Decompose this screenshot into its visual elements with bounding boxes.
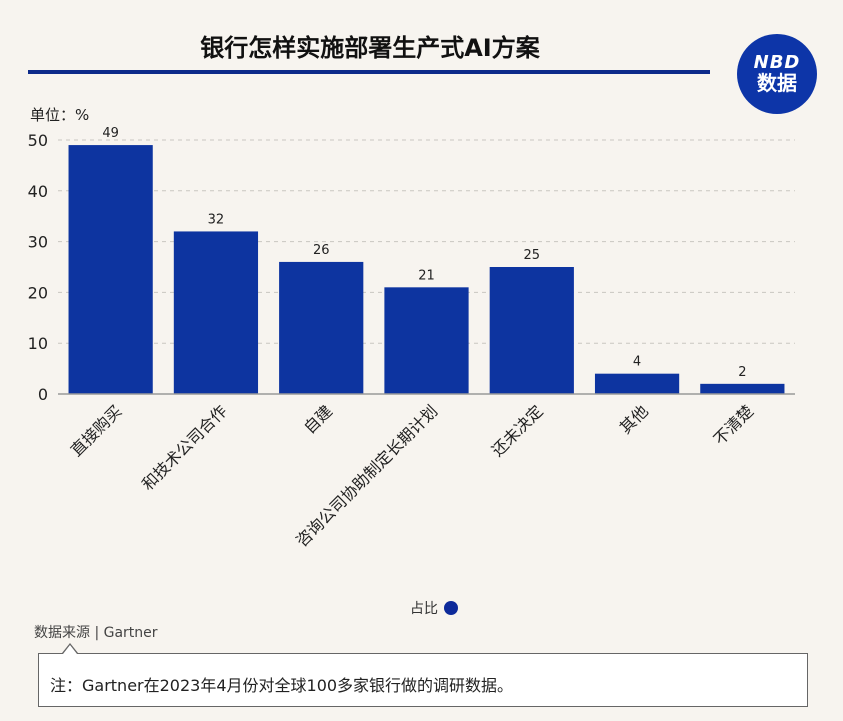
bar	[384, 287, 469, 394]
x-tick-label: 不清楚	[710, 401, 757, 448]
x-tick-label: 还未决定	[488, 401, 547, 460]
source-text: 数据来源 | Gartner	[34, 625, 158, 641]
bar	[700, 383, 785, 394]
data-label: 2	[738, 365, 746, 380]
bar	[489, 267, 574, 394]
data-label: 25	[524, 248, 541, 263]
logo-text-nbd: NBD	[753, 52, 801, 74]
chart-title: 银行怎样实施部署生产式AI方案	[200, 34, 540, 62]
data-label: 49	[102, 126, 119, 141]
legend-marker	[444, 601, 458, 615]
data-label: 32	[208, 212, 225, 227]
y-tick-label: 40	[28, 182, 48, 201]
y-tick-label: 50	[28, 131, 48, 150]
x-tick-label: 和技术公司合作	[138, 401, 231, 494]
legend-label: 占比	[410, 601, 438, 617]
y-tick-label: 10	[28, 334, 48, 353]
legend: 占比	[410, 598, 458, 618]
data-label: 21	[418, 268, 435, 283]
logo-text-data: 数据	[757, 70, 797, 95]
data-label: 26	[313, 243, 330, 258]
bar	[173, 231, 259, 394]
bar	[68, 145, 153, 394]
x-tick-label: 自建	[300, 401, 336, 437]
bar	[279, 261, 364, 394]
y-tick-label: 20	[28, 283, 48, 302]
note-pointer-fill	[63, 645, 77, 654]
nbd-logo: NBD 数据	[737, 34, 817, 114]
note-text: 注：Gartner在2023年4月份对全球100多家银行做的调研数据。	[50, 676, 514, 695]
unit-label: 单位：%	[30, 106, 90, 124]
note-box	[38, 653, 808, 707]
title-divider	[28, 70, 710, 74]
y-tick-label: 0	[38, 385, 48, 404]
y-tick-label: 30	[28, 233, 48, 252]
x-tick-label: 直接购买	[67, 401, 126, 460]
x-tick-label: 其他	[616, 401, 652, 437]
bar	[594, 373, 680, 394]
data-label: 4	[633, 355, 641, 370]
